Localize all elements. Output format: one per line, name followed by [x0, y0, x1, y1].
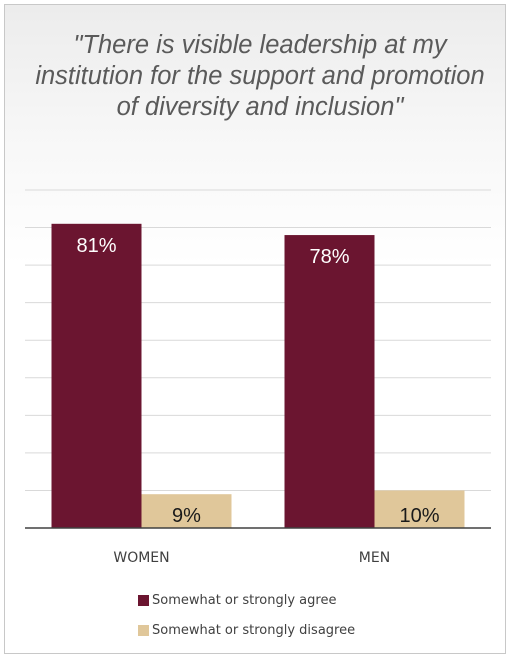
legend-item-disagree: Somewhat or strongly disagree — [138, 619, 355, 641]
legend-item-agree: Somewhat or strongly agree — [138, 589, 355, 611]
chart-title: "There is visible leadership at my insti… — [35, 31, 485, 121]
data-label-women-0: 81% — [76, 235, 116, 257]
legend: Somewhat or strongly agree Somewhat or s… — [138, 589, 355, 649]
data-label-men-0: 78% — [309, 246, 349, 268]
legend-swatch-disagree — [138, 624, 149, 636]
chart-frame: "There is visible leadership at my insti… — [4, 4, 506, 654]
data-label-women-1: 9% — [172, 505, 201, 527]
bar-chart: 81% 9% WOMEN 78% 10% MEN — [25, 189, 491, 566]
bar-men-1 — [374, 490, 465, 528]
data-label-men-1: 10% — [399, 505, 439, 527]
bar-women-1 — [141, 494, 232, 528]
legend-label-disagree: Somewhat or strongly disagree — [152, 622, 356, 638]
bar-women-0 — [51, 223, 142, 529]
legend-swatch-agree — [138, 594, 149, 606]
bar-men-0 — [284, 235, 375, 529]
category-label-men: MEN — [359, 550, 390, 566]
category-label-women: WOMEN — [113, 550, 169, 566]
legend-label-agree: Somewhat or strongly agree — [152, 592, 337, 608]
